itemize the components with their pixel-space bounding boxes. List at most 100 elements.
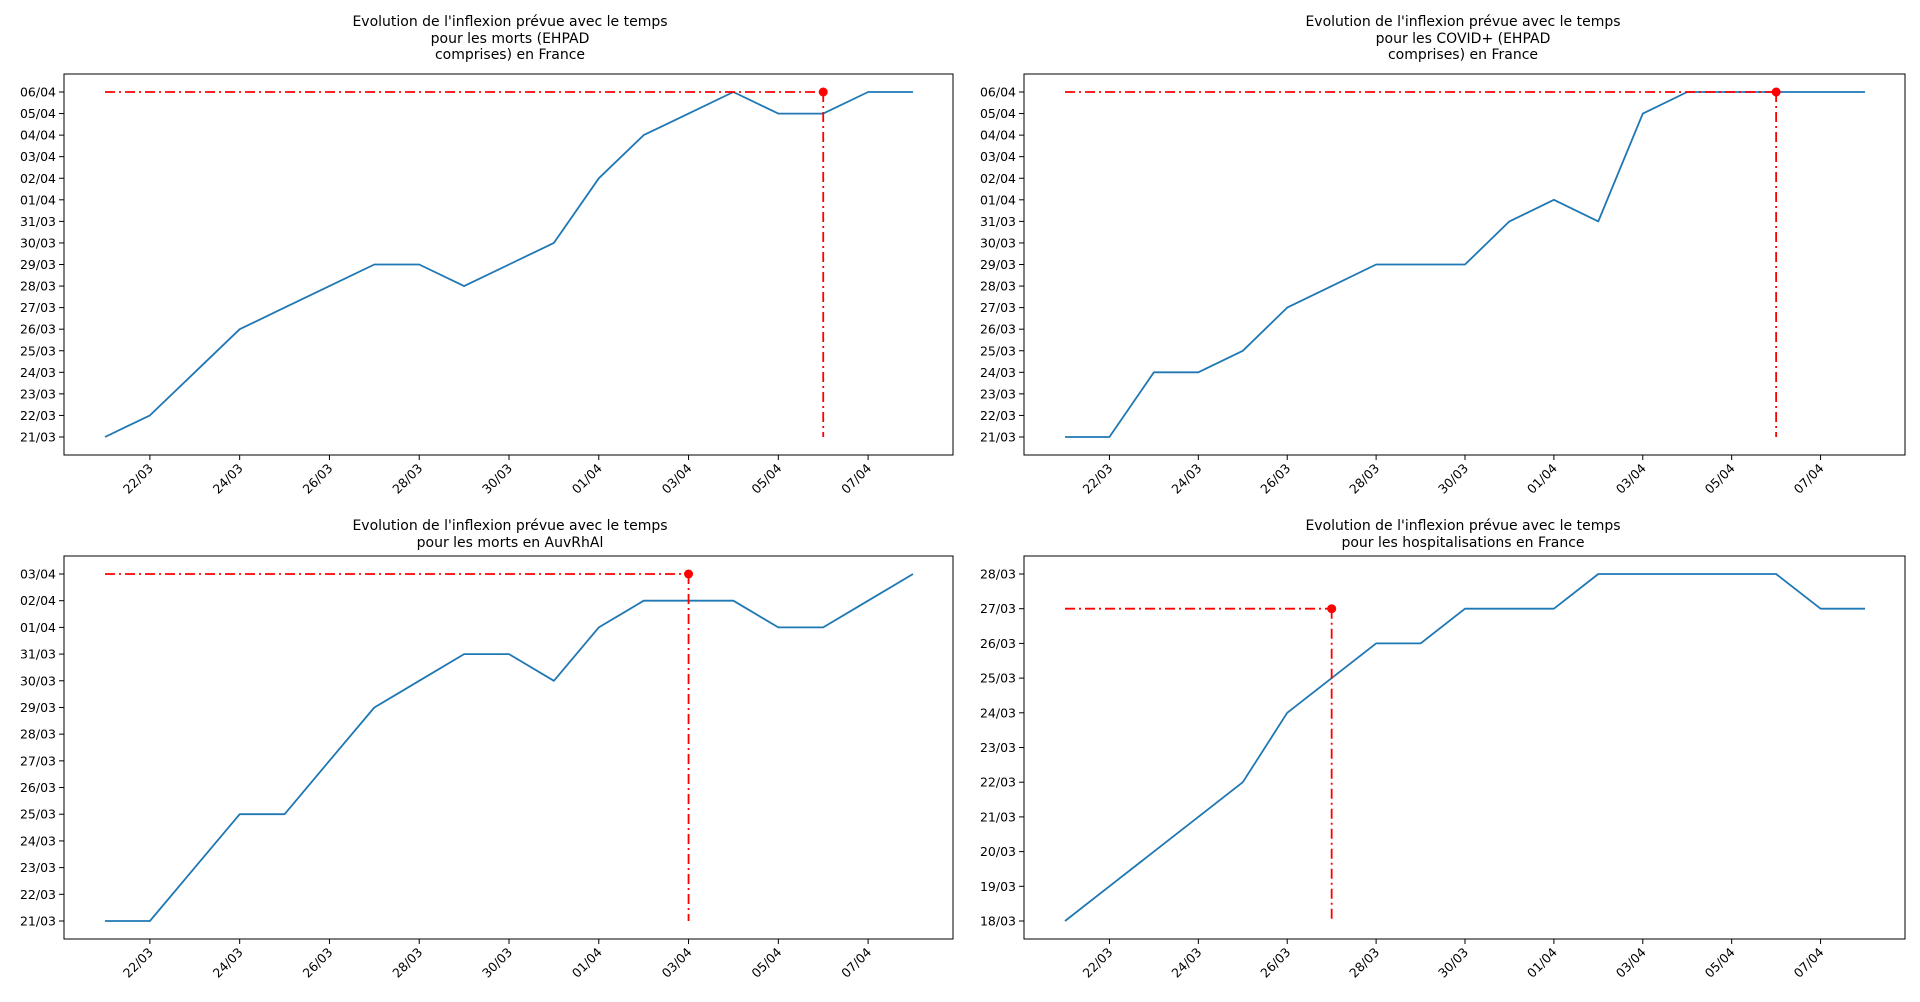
y-tick-label: 23/03 bbox=[980, 386, 1016, 401]
x-tick-label: 26/03 bbox=[299, 945, 335, 981]
x-tick-label: 22/03 bbox=[1079, 945, 1115, 981]
y-tick-label: 28/03 bbox=[980, 279, 1016, 294]
x-tick-label: 24/03 bbox=[1168, 461, 1204, 497]
y-tick-label: 22/03 bbox=[20, 887, 56, 902]
y-tick-label: 29/03 bbox=[980, 257, 1016, 272]
x-tick-label: 01/04 bbox=[1524, 944, 1560, 980]
y-tick-label: 27/03 bbox=[20, 300, 56, 315]
axes-frame bbox=[63, 555, 954, 940]
x-tick-label: 05/04 bbox=[1702, 944, 1738, 980]
y-tick-label: 19/03 bbox=[980, 879, 1016, 894]
y-tick-label: 26/03 bbox=[980, 322, 1016, 337]
y-tick-label: 26/03 bbox=[980, 636, 1016, 651]
chart-title: Evolution de l'inflexion prévue avec le … bbox=[1305, 518, 1621, 551]
x-tick-label: 01/04 bbox=[1524, 460, 1560, 496]
x-tick-label: 05/04 bbox=[748, 944, 784, 980]
x-tick-label: 30/03 bbox=[479, 461, 515, 497]
y-tick-label: 20/03 bbox=[980, 844, 1016, 859]
y-tick-label: 03/04 bbox=[20, 149, 56, 164]
x-tick-label: 22/03 bbox=[120, 461, 156, 497]
marker-point bbox=[1327, 604, 1337, 614]
x-tick-label: 01/04 bbox=[569, 944, 605, 980]
marker-point bbox=[684, 569, 694, 579]
y-tick-label: 21/03 bbox=[20, 430, 56, 445]
x-tick-label: 28/03 bbox=[1346, 945, 1382, 981]
x-tick-label: 03/04 bbox=[659, 460, 695, 496]
x-tick-label: 30/03 bbox=[1435, 461, 1471, 497]
x-tick-label: 22/03 bbox=[1079, 461, 1115, 497]
y-tick-label: 22/03 bbox=[980, 408, 1016, 423]
y-tick-label: 01/04 bbox=[980, 192, 1016, 207]
y-tick-label: 02/04 bbox=[980, 171, 1016, 186]
y-tick-label: 05/04 bbox=[980, 106, 1016, 121]
y-tick-label: 06/04 bbox=[980, 85, 1016, 100]
y-tick-label: 22/03 bbox=[980, 775, 1016, 790]
x-tick-label: 28/03 bbox=[389, 461, 425, 497]
y-tick-label: 30/03 bbox=[20, 235, 56, 250]
y-tick-label: 01/04 bbox=[20, 192, 56, 207]
y-tick-label: 18/03 bbox=[980, 914, 1016, 929]
y-tick-label: 04/04 bbox=[980, 128, 1016, 143]
y-tick-label: 23/03 bbox=[20, 860, 56, 875]
y-tick-label: 26/03 bbox=[20, 780, 56, 795]
chart-plot: 21/03 22/03 23/03 24/03 25/03 26/03 27/03 28/03… bbox=[980, 73, 1906, 497]
y-tick-label: 23/03 bbox=[20, 386, 56, 401]
y-tick-label: 21/03 bbox=[980, 809, 1016, 824]
series-line bbox=[104, 91, 913, 438]
y-tick-label: 27/03 bbox=[980, 300, 1016, 315]
x-tick-label: 07/04 bbox=[1791, 460, 1827, 496]
y-tick-label: 25/03 bbox=[20, 807, 56, 822]
y-tick-label: 03/04 bbox=[20, 567, 56, 582]
chart-plot: 18/03 19/03 20/03 21/03 22/03 23/03 24/03 25/03… bbox=[980, 555, 1906, 981]
y-tick-label: 26/03 bbox=[20, 322, 56, 337]
x-tick-label: 05/04 bbox=[1702, 460, 1738, 496]
x-tick-label: 03/04 bbox=[659, 944, 695, 980]
y-tick-label: 02/04 bbox=[20, 593, 56, 608]
chart-plot: 21/03 22/03 23/03 24/03 25/03 26/03 27/03 28/03… bbox=[20, 73, 954, 497]
x-tick-label: 07/04 bbox=[1791, 944, 1827, 980]
series-line bbox=[105, 573, 914, 922]
y-tick-label: 29/03 bbox=[20, 700, 56, 715]
y-tick-label: 22/03 bbox=[20, 408, 56, 423]
y-tick-label: 05/04 bbox=[20, 106, 56, 121]
x-tick-label: 28/03 bbox=[1346, 461, 1382, 497]
y-tick-label: 01/04 bbox=[20, 620, 56, 635]
y-tick-label: 21/03 bbox=[980, 430, 1016, 445]
x-tick-label: 30/03 bbox=[479, 945, 515, 981]
x-tick-label: 26/03 bbox=[1257, 945, 1293, 981]
y-tick-label: 28/03 bbox=[20, 279, 56, 294]
y-tick-label: 31/03 bbox=[20, 647, 56, 662]
y-tick-label: 31/03 bbox=[20, 214, 56, 229]
y-tick-label: 02/04 bbox=[20, 171, 56, 186]
x-tick-label: 24/03 bbox=[210, 945, 246, 981]
y-tick-label: 28/03 bbox=[980, 567, 1016, 582]
marker-point bbox=[1771, 87, 1781, 97]
y-tick-label: 27/03 bbox=[980, 601, 1016, 616]
y-tick-label: 25/03 bbox=[20, 343, 56, 358]
y-tick-label: 24/03 bbox=[20, 365, 56, 380]
y-tick-label: 24/03 bbox=[980, 705, 1016, 720]
y-tick-label: 30/03 bbox=[980, 235, 1016, 250]
x-tick-label: 07/04 bbox=[838, 460, 874, 496]
y-tick-label: 25/03 bbox=[980, 343, 1016, 358]
x-tick-label: 26/03 bbox=[299, 461, 335, 497]
y-tick-label: 21/03 bbox=[20, 914, 56, 929]
x-tick-label: 03/04 bbox=[1613, 460, 1649, 496]
x-tick-label: 24/03 bbox=[1168, 945, 1204, 981]
y-tick-label: 23/03 bbox=[980, 740, 1016, 755]
x-tick-label: 22/03 bbox=[120, 945, 156, 981]
y-tick-label: 04/04 bbox=[20, 128, 56, 143]
x-tick-label: 05/04 bbox=[748, 460, 784, 496]
y-tick-label: 28/03 bbox=[20, 727, 56, 742]
chart-title: Evolution de l'inflexion prévue avec le … bbox=[352, 518, 668, 551]
y-tick-label: 24/03 bbox=[20, 833, 56, 848]
axes-frame bbox=[1023, 555, 1906, 940]
y-tick-label: 24/03 bbox=[980, 365, 1016, 380]
x-tick-label: 01/04 bbox=[569, 460, 605, 496]
y-tick-label: 27/03 bbox=[20, 753, 56, 768]
y-tick-label: 31/03 bbox=[980, 214, 1016, 229]
x-tick-label: 26/03 bbox=[1257, 461, 1293, 497]
chart-plot: 21/03 22/03 23/03 24/03 25/03 26/03 27/03 28/03… bbox=[20, 555, 954, 981]
x-tick-label: 30/03 bbox=[1435, 945, 1471, 981]
y-tick-label: 25/03 bbox=[980, 671, 1016, 686]
